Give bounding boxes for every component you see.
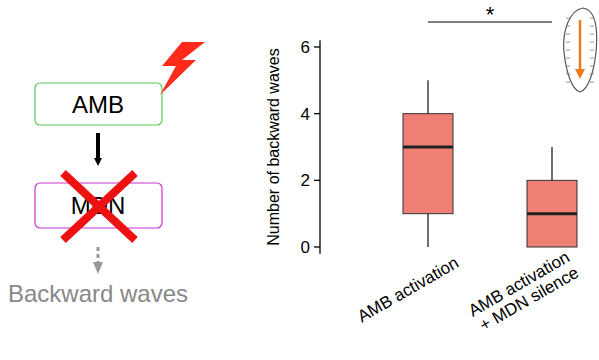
y-tick-label: 6 [301,38,310,57]
larva-segment [590,66,594,67]
diagram: AMBMDNBackward waves [8,42,205,307]
direction-arrow [579,20,582,74]
figure: AMBMDNBackward waves 0 2 4 6 Number of backwa… [0,0,599,360]
larva-segment [590,18,594,19]
cross [63,173,135,240]
arrow [96,133,100,162]
y-tick-label: 2 [301,171,310,190]
y-tick-label: 0 [301,238,310,257]
median [527,212,577,215]
y-axis [319,40,320,253]
larva-segment [566,42,570,43]
larva-body [564,8,597,92]
larva-segment [590,58,594,59]
chart: 0 2 4 6 Number of backward waves AMB activati… [265,2,597,336]
larva-segment [566,34,570,35]
larva-segment [590,26,594,27]
cross [63,173,135,240]
larva-segment [590,34,594,35]
y-tick [314,113,320,114]
output-label: Backward waves [8,280,188,307]
marks [403,80,577,247]
larva-segment [566,74,570,75]
box [527,180,577,247]
y-tick [314,246,320,247]
larva-segment [566,58,570,59]
larva-icon [564,8,597,92]
significance-label: * [486,2,495,27]
node-label: AMB [72,91,124,118]
larva-segment [590,74,594,75]
larva-segment [590,50,594,51]
lightning-icon [160,42,205,95]
y-tick [314,180,320,181]
larva-segment [566,82,570,83]
upper-whisker [551,147,552,180]
x-tick-label: AMB activation [354,253,462,326]
dashed-arrow [97,247,100,268]
y-tick [314,46,320,47]
larva-segment [566,26,570,27]
box [403,114,453,214]
upper-whisker [427,80,428,113]
x-tick-label: AMB activation+ MDN silence [465,247,582,336]
y-tick-label: 4 [301,105,310,124]
median [403,146,453,149]
larva-segment [590,82,594,83]
lower-whisker [427,214,428,247]
larva-segment [566,66,570,67]
larva-segment [566,50,570,51]
y-axis-label: Number of backward waves [265,48,282,245]
x-tick-label-line: AMB activation [354,253,462,326]
x-tick-label-line: + MDN silence [476,263,582,335]
larva-segment [566,18,570,19]
larva-segment [590,42,594,43]
node-box [35,83,162,125]
